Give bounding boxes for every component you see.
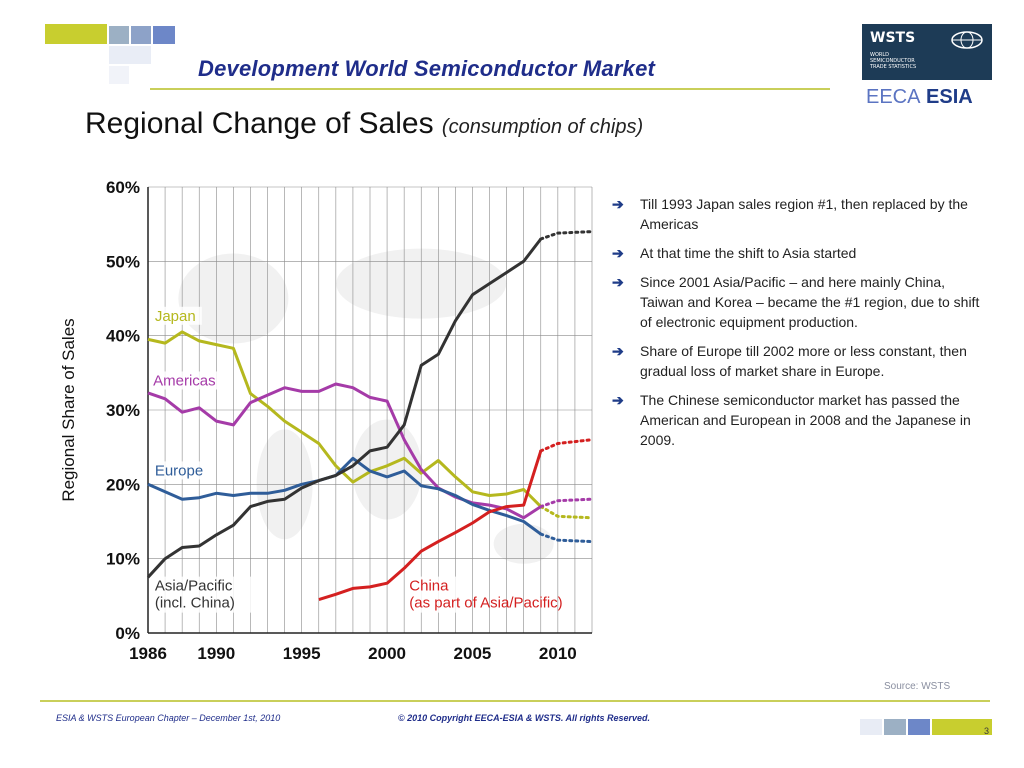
series-projection-line [539,505,594,520]
bullet-item: ➔ Since 2001 Asia/Pacific – and here main… [612,272,982,332]
y-tick-label: 60% [106,178,140,197]
bullet-text: At that time the shift to Asia started [640,245,857,261]
y-tick-label: 20% [106,475,140,494]
series-line [147,456,542,536]
wsts-logo-subtitle: WORLD SEMICONDUCTOR TRADE STATISTICS [870,52,917,70]
series-label: China [409,578,449,595]
y-tick-label: 30% [106,401,140,420]
bullet-text: Since 2001 Asia/Pacific – and here mainl… [640,274,980,330]
esia-logo: EECA ESIA [866,86,973,109]
bullet-text: Till 1993 Japan sales region #1, then re… [640,196,968,232]
globe-icon [951,31,983,49]
series-label: Asia/Pacific [155,578,233,595]
wsts-logo-text: WSTS [870,30,916,46]
bullet-list: ➔ Till 1993 Japan sales region #1, then r… [612,194,982,459]
series-line [147,330,542,508]
series-label: Americas [153,372,216,389]
series-line [147,382,542,520]
page-title-main: Regional Change of Sales [85,107,434,140]
eeca-logo-text: EECA [866,86,921,108]
x-tick-label: 2000 [368,644,406,663]
footer-decoration [860,713,992,737]
y-tick-label: 10% [106,550,140,569]
esia-logo-text: ESIA [926,86,973,108]
series-projection-line [539,438,594,453]
bullet-text: Share of Europe till 2002 more or less c… [640,343,967,379]
series-line [318,450,543,602]
series-projection-line [539,532,594,544]
header-title: Development World Semiconductor Market [198,56,656,81]
arrow-right-icon: ➔ [612,274,624,290]
series-projection-line [539,230,594,241]
arrow-right-icon: ➔ [612,245,624,261]
y-tick-label: 40% [106,327,140,346]
y-axis-label: Regional Share of Sales [59,318,78,501]
arrow-right-icon: ➔ [612,392,624,408]
series-label-background [152,461,211,480]
x-tick-label: 2005 [454,644,492,663]
x-tick-label: 2010 [539,644,577,663]
bullet-text: The Chinese semiconductor market has pas… [640,392,971,448]
y-tick-label: 50% [106,252,140,271]
arrow-right-icon: ➔ [612,196,624,212]
header-decoration [45,22,185,90]
series-line [146,238,542,579]
series-label-background [152,576,265,613]
footer-left-text: ESIA & WSTS European Chapter – December … [56,713,281,723]
bullet-item: ➔ Till 1993 Japan sales region #1, then r… [612,194,982,234]
series-label-background [407,576,457,613]
bullet-item: ➔ At that time the shift to Asia started [612,243,982,263]
x-tick-label: 1986 [129,644,167,663]
page-subtitle: (consumption of chips) [441,116,644,138]
bullet-item: ➔ Share of Europe till 2002 more or less … [612,341,982,381]
series-label-line2: (incl. China) [155,595,235,612]
footer-divider [40,700,990,702]
x-tick-label: 1995 [283,644,321,663]
series-label: Europe [155,462,203,479]
regional-share-chart: 0% 10% 20% 30% 40% 50% 60% 1986 1990 1995 2000 2005… [59,178,594,663]
series-label-background [152,306,202,325]
page-number: 3 [984,726,990,736]
footer-copyright: © 2010 Copyright EECA-ESIA & WSTS. All r… [398,713,651,723]
series-label-line2: (as part of Asia/Pacific) [409,595,562,612]
source-note: Source: WSTS [884,681,951,692]
series-label-background [151,371,228,390]
arrow-right-icon: ➔ [612,343,624,359]
page-title: Regional Change of Sales (consumption of… [85,107,643,141]
series-projection-line [539,497,594,509]
bullet-item: ➔ The Chinese semiconductor market has pa… [612,390,982,450]
x-tick-label: 1990 [197,644,235,663]
wsts-logo: WSTS WORLD SEMICONDUCTOR TRADE STATISTIC… [862,24,992,80]
header-divider [150,88,830,90]
series-label: Japan [155,308,196,325]
y-tick-label: 0% [115,624,140,643]
